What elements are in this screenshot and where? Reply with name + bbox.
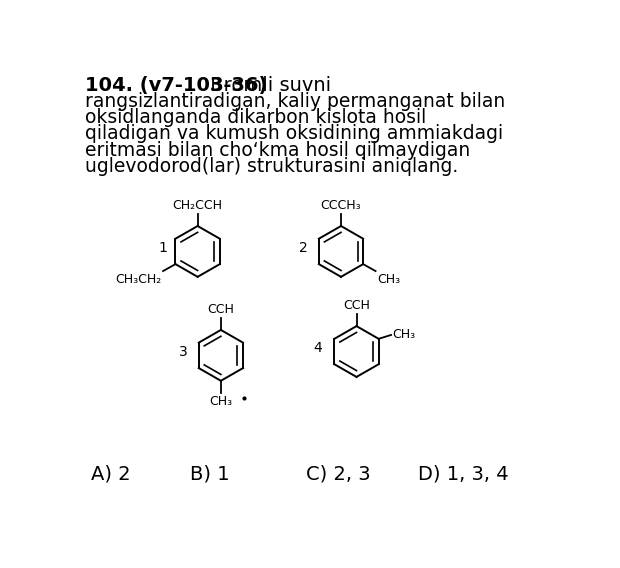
Text: uglevodorod(lar) strukturasini aniqlang.: uglevodorod(lar) strukturasini aniqlang. — [86, 157, 459, 176]
Text: CH₃: CH₃ — [377, 273, 401, 286]
Text: CCH: CCH — [343, 299, 370, 312]
Text: B) 1: B) 1 — [190, 465, 229, 484]
Text: CH₂CCH: CH₂CCH — [172, 199, 223, 212]
Text: Bromli suvni: Bromli suvni — [204, 76, 331, 95]
Text: C) 2, 3: C) 2, 3 — [306, 465, 371, 484]
Text: 1: 1 — [158, 241, 167, 254]
Text: rangsizlantiradigan, kaliy permanganat bilan: rangsizlantiradigan, kaliy permanganat b… — [86, 92, 505, 111]
Text: A) 2: A) 2 — [92, 465, 131, 484]
Text: oksidlanganda dikarbon kislota hosil: oksidlanganda dikarbon kislota hosil — [86, 108, 427, 127]
Text: 104. (v7-103-36): 104. (v7-103-36) — [86, 76, 268, 95]
Text: CH₃CH₂: CH₃CH₂ — [115, 273, 162, 286]
Text: CH₃: CH₃ — [210, 395, 232, 408]
Text: 2: 2 — [299, 241, 308, 254]
Text: CCCH₃: CCCH₃ — [321, 199, 361, 212]
Text: CH₃: CH₃ — [392, 328, 416, 341]
Text: eritmasi bilan cho‘kma hosil qilmaydigan: eritmasi bilan cho‘kma hosil qilmaydigan — [86, 140, 471, 160]
Text: 3: 3 — [179, 345, 188, 358]
Text: D) 1, 3, 4: D) 1, 3, 4 — [418, 465, 509, 484]
Text: CCH: CCH — [208, 303, 234, 316]
Text: 4: 4 — [313, 341, 322, 354]
Text: qiladigan va kumush oksidining ammiakdagi: qiladigan va kumush oksidining ammiakdag… — [86, 124, 503, 143]
